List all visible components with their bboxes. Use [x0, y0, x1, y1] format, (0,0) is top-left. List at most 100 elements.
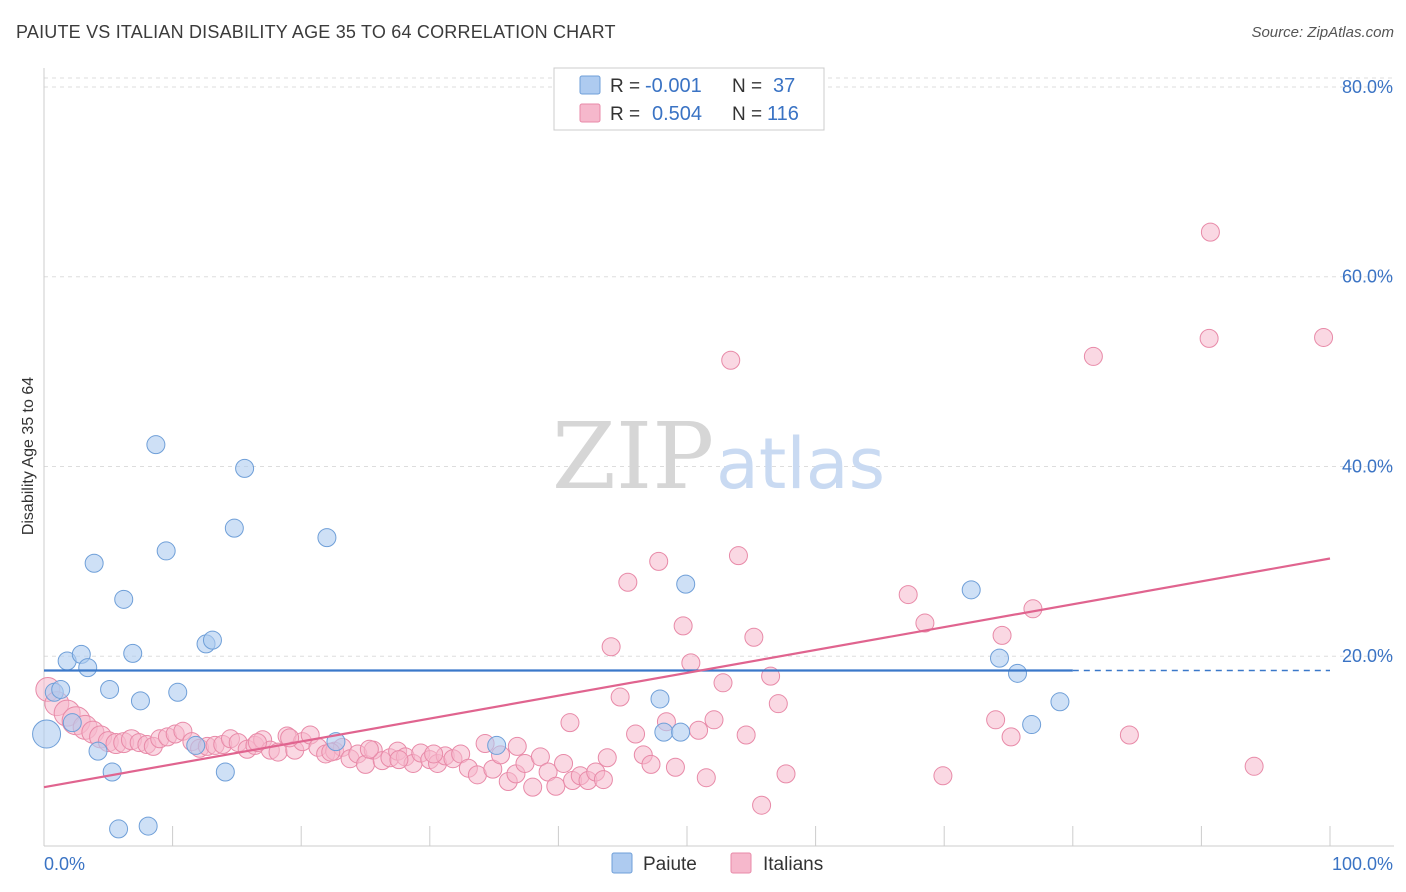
- italian-point: [744, 627, 764, 647]
- paiute-n-value: 37: [773, 75, 795, 97]
- italian-swatch: [579, 103, 601, 123]
- paiute-point: [62, 713, 82, 733]
- italian-point: [546, 776, 566, 796]
- italian-point: [1023, 599, 1043, 619]
- paiute-point: [123, 643, 143, 663]
- chart-title: PAIUTE VS ITALIAN DISABILITY AGE 35 TO 6…: [16, 22, 616, 42]
- paiute-point: [109, 819, 129, 839]
- italian-point: [247, 733, 267, 753]
- italian-point: [597, 748, 617, 768]
- italian-n-label: N =: [732, 104, 762, 125]
- italian-point: [1001, 727, 1021, 747]
- italian-point: [1199, 328, 1219, 348]
- italian-point: [776, 764, 796, 784]
- italian-point: [610, 687, 630, 707]
- italian-point: [665, 757, 685, 777]
- x-tick-label-min: 0.0%: [44, 854, 85, 874]
- italian-point: [898, 585, 918, 605]
- paiute-point: [168, 682, 188, 702]
- paiute-point: [156, 541, 176, 561]
- y-tick-label: 60.0%: [1342, 267, 1393, 287]
- y-tick-label: 40.0%: [1342, 456, 1393, 476]
- italian-point: [986, 710, 1006, 730]
- italian-point: [593, 770, 613, 790]
- italian-point: [736, 725, 756, 745]
- italian-point: [424, 744, 444, 764]
- italian-point: [626, 724, 646, 744]
- paiute-point: [32, 719, 62, 749]
- italian-point: [560, 713, 580, 733]
- italian-point: [1083, 346, 1103, 366]
- paiute-point: [1008, 663, 1028, 683]
- italian-r-label: R =: [610, 104, 640, 125]
- italian-point: [681, 653, 701, 673]
- paiute-point: [84, 553, 104, 573]
- paiute-n-label: N =: [732, 76, 762, 97]
- y-tick-label: 80.0%: [1342, 77, 1393, 97]
- paiute-point: [100, 679, 120, 699]
- paiute-point: [671, 722, 691, 742]
- paiute-point: [676, 574, 696, 594]
- watermark: ZIP atlas: [552, 403, 885, 510]
- paiute-swatch: [579, 75, 601, 95]
- paiute-point: [114, 589, 134, 609]
- paiute-point: [215, 762, 235, 782]
- watermark-atlas: atlas: [716, 423, 885, 505]
- italian-n-value: 116: [767, 103, 799, 125]
- paiute-point: [961, 580, 981, 600]
- watermark-zip: ZIP: [552, 403, 714, 510]
- italian-point: [389, 750, 409, 770]
- paiute-point: [51, 679, 71, 699]
- source-credit: Source: ZipAtlas.com: [1251, 24, 1394, 41]
- legend-italians-swatch: [730, 852, 752, 874]
- italian-r-value: 0.504: [652, 103, 702, 125]
- italian-point: [915, 613, 935, 633]
- italian-point: [1200, 222, 1220, 242]
- italian-point: [704, 710, 724, 730]
- paiute-point: [1050, 692, 1070, 712]
- paiute-point: [202, 630, 222, 650]
- legend-paiute-label: Paiute: [643, 854, 697, 875]
- paiute-point: [317, 528, 337, 548]
- italian-point: [933, 766, 953, 786]
- legend-paiute-swatch: [611, 852, 633, 874]
- italian-point: [554, 753, 574, 773]
- italian-point: [689, 720, 709, 740]
- x-tick-label-max: 100.0%: [1332, 854, 1393, 874]
- tick-labels: 20.0% 40.0% 60.0% 80.0% 0.0% 100.0%: [44, 77, 1393, 874]
- paiute-point: [224, 518, 244, 538]
- italian-point: [641, 754, 661, 774]
- italian-point: [728, 546, 748, 566]
- italian-point: [1244, 756, 1264, 776]
- italian-point: [696, 768, 716, 788]
- paiute-point: [1022, 715, 1042, 735]
- paiute-point: [186, 735, 206, 755]
- italian-point: [523, 777, 543, 797]
- italian-point: [1314, 327, 1334, 347]
- paiute-r-value: -0.001: [645, 75, 702, 97]
- paiute-points: [32, 435, 1070, 839]
- series-legend: Paiute Italians: [611, 852, 823, 875]
- paiute-point: [78, 658, 98, 678]
- paiute-point: [130, 691, 150, 711]
- legend-italians-label: Italians: [763, 854, 823, 875]
- paiute-point: [654, 722, 674, 742]
- italian-point: [649, 551, 669, 571]
- italian-point: [530, 747, 550, 767]
- paiute-point: [487, 735, 507, 755]
- stats-legend: R = -0.001 N = 37 R = 0.504 N = 116: [553, 67, 825, 131]
- paiute-point: [146, 435, 166, 455]
- italian-point: [1119, 725, 1139, 745]
- italian-point: [713, 673, 733, 693]
- italian-point: [752, 795, 772, 815]
- italian-point: [768, 694, 788, 714]
- paiute-point: [235, 458, 255, 478]
- italian-trendline: [43, 557, 1331, 789]
- italian-point: [992, 625, 1012, 645]
- italian-point: [359, 739, 379, 759]
- trend-layer: [43, 557, 1331, 789]
- paiute-point: [88, 741, 108, 761]
- italian-point: [507, 736, 527, 756]
- paiute-point: [102, 762, 122, 782]
